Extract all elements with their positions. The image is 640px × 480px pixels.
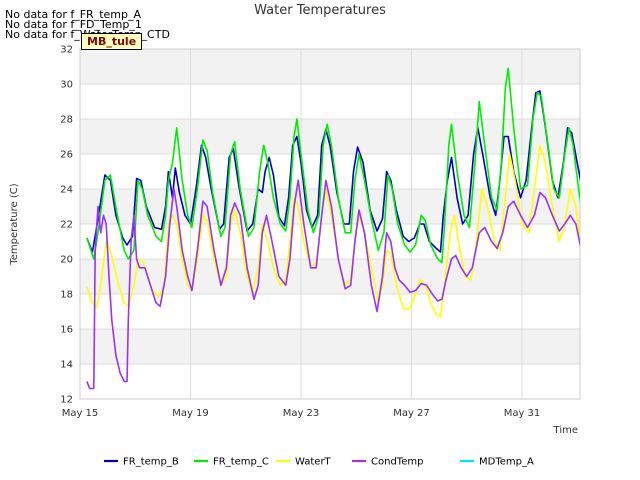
plot-frame: [79, 48, 581, 400]
background-band: [80, 154, 580, 189]
legend-label-mdtemp-a: MDTemp_A: [479, 457, 534, 468]
site-badge: MB_tule: [81, 33, 143, 50]
x-axis-label: Time: [553, 425, 578, 436]
background-band: [80, 364, 580, 399]
legend-label-watert: WaterT: [295, 457, 332, 468]
legend-label-condtemp: CondTemp: [371, 457, 423, 468]
y-tick-label: 12: [60, 395, 73, 406]
y-tick-label: 24: [60, 185, 73, 196]
x-tick-label: May 19: [172, 408, 209, 419]
x-axis-ticks: May 15 May 19 May 23 May 27 May 31: [62, 408, 541, 419]
y-axis-label: Temperature (C): [9, 183, 20, 265]
y-tick-label: 30: [60, 80, 73, 91]
background-band: [80, 294, 580, 329]
background-band: [80, 259, 580, 294]
x-tick-label: May 31: [504, 408, 541, 419]
no-data-notice-1: No data for f_FR_temp_A: [5, 8, 141, 21]
legend-label-fr-temp-b: FR_temp_B: [123, 457, 179, 468]
x-tick-label: May 27: [393, 408, 430, 419]
y-axis-ticks: 12 14 16 18 20 22 24 26 28 30 32: [60, 45, 73, 406]
x-tick-label: May 23: [283, 408, 320, 419]
x-tick-label: May 15: [62, 408, 99, 419]
series-line-mdtemp-a: [601, 180, 611, 262]
series-line-condtemp: [86, 179, 580, 390]
y-tick-label: 22: [60, 220, 73, 231]
y-tick-label: 28: [60, 115, 73, 126]
series-line-fr-temp-c: [86, 67, 580, 264]
no-data-notice-2: No data for f_FD_Temp_1: [5, 18, 142, 31]
series-layer: [86, 67, 611, 390]
background-band: [80, 329, 580, 364]
background-band: [80, 224, 580, 259]
background-band: [80, 84, 580, 119]
y-tick-label: 32: [60, 45, 73, 56]
y-tick-label: 14: [60, 360, 73, 371]
legend-label-fr-temp-c: FR_temp_C: [213, 457, 269, 468]
legend: FR_temp_B FR_temp_C WaterT CondTemp MDTemp_A: [104, 457, 534, 468]
y-tick-label: 18: [60, 290, 73, 301]
y-tick-label: 16: [60, 325, 73, 336]
chart-title: Water Temperatures: [254, 3, 386, 18]
y-tick-label: 20: [60, 255, 73, 266]
y-tick-label: 26: [60, 150, 73, 161]
background-band: [80, 49, 580, 84]
